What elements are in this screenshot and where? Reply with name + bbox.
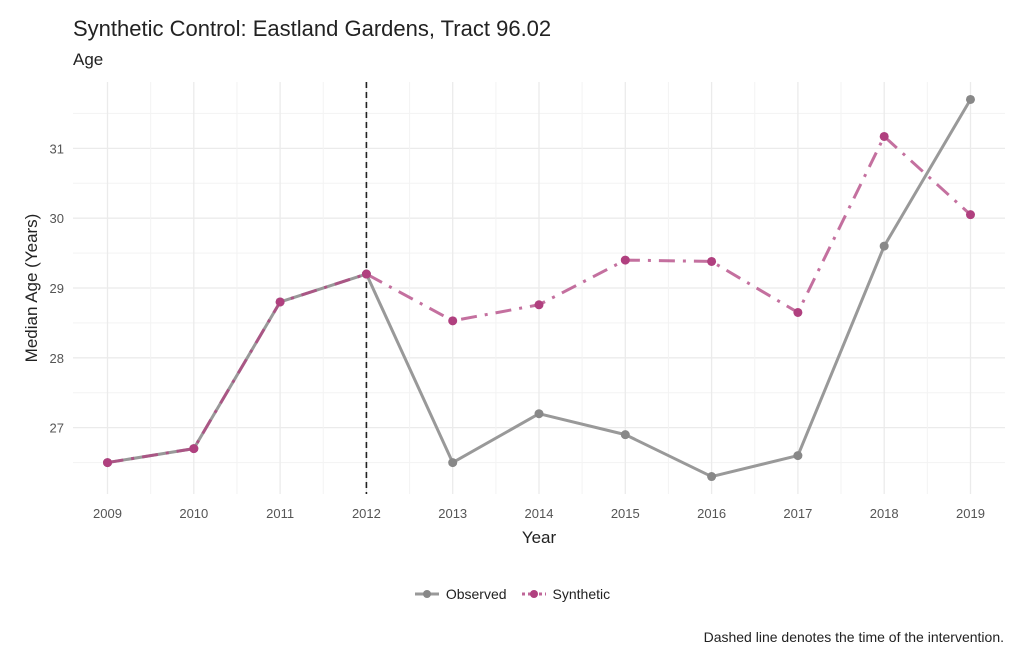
- data-point-observed-2018: [879, 241, 889, 251]
- legend: Observed Synthetic: [0, 586, 1024, 602]
- data-point-synthetic-2013: [448, 316, 458, 326]
- y-tick-label: 29: [50, 281, 64, 296]
- x-tick-labels: 2009 2010 2011 2012 2013 2014 2015 2016 2017 2018…: [93, 506, 985, 521]
- data-point-synthetic-2010: [189, 444, 199, 454]
- y-tick-label: 31: [50, 141, 64, 156]
- y-tick-label: 30: [50, 211, 64, 226]
- data-point-synthetic-2019: [965, 210, 975, 220]
- y-axis-title: Median Age (Years): [22, 214, 41, 363]
- legend-label-synthetic: Synthetic: [552, 586, 611, 602]
- data-point-synthetic-2012: [361, 269, 371, 279]
- legend-synthetic-swatch: [521, 590, 546, 598]
- data-point-observed-2013: [448, 458, 458, 468]
- x-axis-title: Year: [522, 528, 557, 547]
- x-tick-label: 2019: [956, 506, 985, 521]
- data-point-synthetic-2011: [275, 297, 285, 307]
- x-tick-label: 2013: [438, 506, 467, 521]
- chart-caption: Dashed line denotes the time of the inte…: [703, 629, 1004, 645]
- x-tick-label: 2017: [783, 506, 812, 521]
- y-tick-label: 27: [50, 421, 64, 436]
- data-point-synthetic-2016: [707, 256, 717, 266]
- data-point-synthetic-2017: [793, 307, 803, 317]
- y-tick-labels: 27 28 29 30 31: [50, 141, 64, 435]
- x-tick-label: 2016: [697, 506, 726, 521]
- data-point-observed-2014: [534, 409, 544, 419]
- legend-item-synthetic: Synthetic: [521, 586, 611, 602]
- data-point-observed-2019: [965, 94, 975, 104]
- x-tick-label: 2012: [352, 506, 381, 521]
- x-tick-label: 2010: [179, 506, 208, 521]
- data-point-synthetic-2018: [879, 131, 889, 141]
- x-tick-label: 2009: [93, 506, 122, 521]
- data-point-synthetic-2009: [103, 458, 113, 468]
- chart-subtitle: Age: [73, 50, 104, 69]
- chart-title: Synthetic Control: Eastland Gardens, Tra…: [73, 16, 552, 41]
- data-point-observed-2016: [707, 472, 717, 482]
- data-point-observed-2015: [620, 430, 630, 440]
- series-points: [103, 94, 975, 482]
- grid-lines: [73, 82, 1005, 494]
- data-point-observed-2017: [793, 451, 803, 461]
- x-tick-label: 2011: [266, 506, 294, 521]
- x-tick-label: 2014: [525, 506, 554, 521]
- data-point-synthetic-2015: [620, 255, 630, 265]
- data-point-synthetic-2014: [534, 300, 544, 310]
- legend-item-observed: Observed: [414, 586, 507, 602]
- x-tick-label: 2018: [870, 506, 899, 521]
- x-tick-label: 2015: [611, 506, 640, 521]
- legend-observed-swatch: [414, 590, 439, 598]
- legend-label-observed: Observed: [445, 586, 507, 602]
- y-tick-label: 28: [50, 351, 64, 366]
